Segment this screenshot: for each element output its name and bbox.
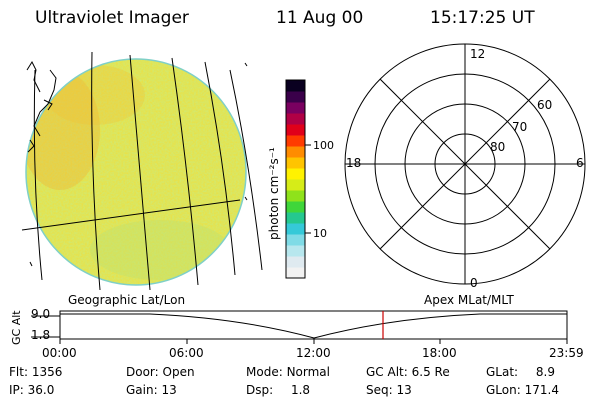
info-gc-alt: GC Alt: 6.5 Re [366,365,450,379]
colorbar-cell [286,267,305,279]
timeline-xtick-1200: 12:00 [296,346,331,360]
colorbar-label: photon cm⁻²s⁻¹ [267,147,281,240]
observation-date: 11 Aug 00 [276,8,364,28]
colorbar-cell [286,168,305,180]
colorbar-cell [286,234,305,246]
timeline-left-title: Geographic Lat/Lon [68,293,186,307]
info-door: Door: Open [126,365,195,379]
colorbar-cell [286,80,305,92]
colorbar-cell [286,201,305,213]
info-flt: Flt: 1356 [9,365,63,379]
colorbar [285,79,311,279]
colorbar-cell [286,179,305,191]
uv-image [25,58,247,286]
lat-label-60: 60 [537,98,553,112]
colorbar-cell [286,157,305,169]
colorbar-cell [286,91,305,103]
colorbar-cell [286,256,305,268]
coastline [26,60,248,267]
colorbar-cell [286,245,305,257]
info-seq: Seq: 13 [366,383,412,397]
instrument-title: Ultraviolet Imager [35,8,189,28]
timeline-xtick-1800: 18:00 [422,346,457,360]
mlt-label-0: 0 [470,276,478,290]
colorbar-cell [286,212,305,224]
info-glat: GLat: 8.9 [486,365,556,379]
observation-time: 15:17:25 UT [430,8,535,28]
colorbar-cell [286,113,305,125]
timeline-ytick-9: 9.0 [31,307,51,321]
mlt-label-12: 12 [470,47,486,61]
info-ip: IP: 36.0 [9,383,55,397]
info-mode: Mode: Normal [246,365,330,379]
polar-plot [344,43,586,285]
lat-label-80: 80 [490,140,506,154]
timeline-plot [31,310,568,344]
geo-grid [21,51,263,291]
colorbar-cell [286,135,305,147]
info-dsp: Dsp: 1.8 [246,383,311,397]
colorbar-tick-10: 10 [313,227,327,240]
timeline-xtick-0600: 06:00 [169,346,204,360]
info-gain: Gain: 13 [126,383,177,397]
colorbar-cell [286,190,305,202]
info-glon: GLon: 171.4 [486,383,559,397]
timeline-xtick-2359: 23:59 [549,346,584,360]
colorbar-tick-100: 100 [313,139,334,152]
colorbar-cell [286,124,305,136]
timeline-xtick-0000: 00:00 [42,346,77,360]
colorbar-cell [286,102,305,114]
timeline-y-label: GC Alt [10,310,23,345]
timeline-ytick-1-8: 1.8 [31,328,51,342]
mlt-label-6: 6 [576,156,584,170]
lat-label-70: 70 [512,120,528,134]
mlt-label-18: 18 [346,156,362,170]
colorbar-cell [286,223,305,235]
timeline-right-title: Apex MLat/MLT [424,293,514,307]
colorbar-cell [286,146,305,158]
